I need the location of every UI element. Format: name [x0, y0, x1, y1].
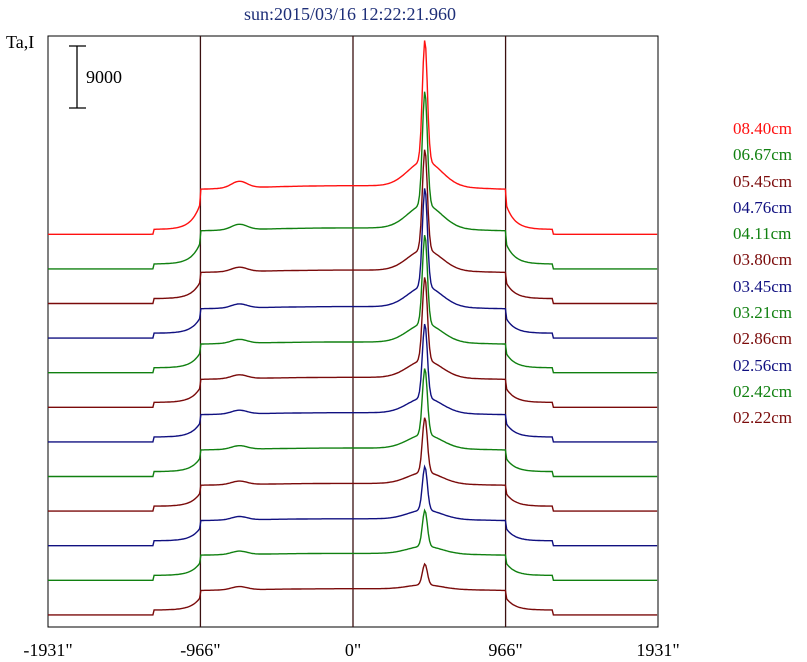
x-tick-label: -966" [180, 640, 221, 660]
y-axis-label: Ta,I [6, 32, 35, 52]
series-line-04.76cm [48, 188, 658, 339]
legend-entry: 03.45cm [733, 276, 793, 296]
series-line-02.86cm [48, 417, 658, 512]
legend-entry: 08.40cm [733, 119, 793, 138]
legend-entry: 05.45cm [733, 171, 793, 191]
legend-entry: 04.11cm [733, 224, 792, 244]
series-line-03.80cm [48, 277, 658, 408]
series-line-03.21cm [48, 368, 658, 478]
legend-entry: 04.76cm [733, 197, 793, 217]
series-line-06.67cm [48, 91, 658, 270]
series-line-05.45cm [48, 149, 658, 305]
series-line-04.11cm [48, 235, 658, 374]
scale-bar-label: 9000 [86, 67, 122, 87]
legend-entry: 03.21cm [733, 303, 793, 323]
legend-entry: 02.42cm [733, 381, 793, 401]
x-tick-label: 1931" [636, 640, 680, 660]
x-tick-label: -1931" [23, 640, 73, 660]
chart-title: sun:2015/03/16 12:22:21.960 [243, 4, 456, 24]
legend-entry: 06.67cm [733, 145, 793, 165]
x-tick-label: 966" [488, 640, 523, 660]
legend-entry: 02.86cm [733, 329, 793, 349]
series-line-02.22cm [48, 562, 658, 616]
legend-entry: 03.80cm [733, 250, 793, 270]
x-tick-label: 0" [344, 640, 362, 660]
legend-entry: 02.56cm [733, 355, 793, 375]
legend: 08.40cm 06.67cm 05.45cm 04.76cm 04.11cm 03.80… [733, 119, 793, 436]
series-line-08.40cm [48, 40, 658, 236]
legend-entry: 02.22cm [733, 408, 793, 428]
series-line-02.56cm [48, 464, 658, 547]
series-line-02.42cm [48, 508, 658, 581]
series-line-03.45cm [48, 323, 658, 443]
